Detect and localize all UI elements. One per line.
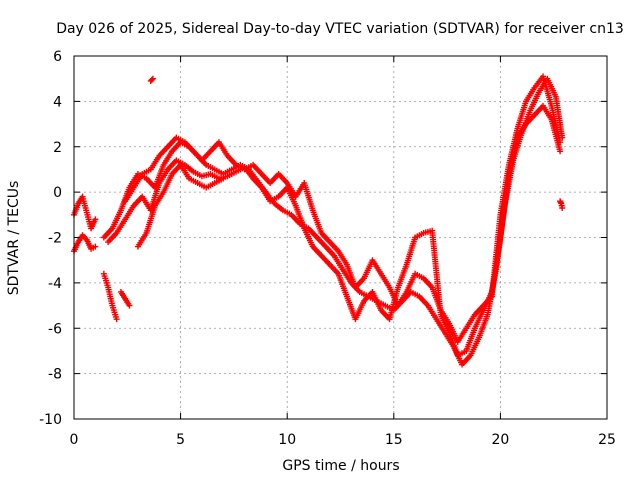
x-tick-label: 0 xyxy=(70,432,79,448)
y-tick-label: 0 xyxy=(53,185,62,201)
y-tick-label: -10 xyxy=(39,412,62,428)
series-track-c xyxy=(100,270,120,323)
y-tick-label: 2 xyxy=(53,140,62,156)
data-point xyxy=(92,216,99,223)
grid xyxy=(74,56,607,419)
data-point xyxy=(113,316,120,323)
y-tick-label: -6 xyxy=(48,321,62,337)
data-layer xyxy=(71,73,566,368)
data-point xyxy=(149,75,156,82)
chart-title: Day 026 of 2025, Sidereal Day-to-day VTE… xyxy=(56,21,624,37)
series-track-d xyxy=(117,288,133,309)
data-point xyxy=(557,148,564,155)
data-point xyxy=(557,139,564,146)
data-marker xyxy=(148,76,155,83)
x-tick-label: 5 xyxy=(176,432,185,448)
y-tick-label: 6 xyxy=(53,49,62,65)
series-track-i xyxy=(134,161,227,250)
y-axis-label: SDTVAR / TECUs xyxy=(6,181,22,296)
x-tick-label: 10 xyxy=(278,432,296,448)
y-tick-label: -2 xyxy=(48,231,62,247)
data-point xyxy=(220,175,227,182)
y-tick-label: 4 xyxy=(53,94,62,110)
y-tick-label: -8 xyxy=(48,367,62,383)
series-track-f xyxy=(100,75,566,368)
series-track-b xyxy=(71,232,99,255)
x-tick-label: 20 xyxy=(491,432,509,448)
series-track-e xyxy=(147,75,156,84)
data-point xyxy=(126,302,133,309)
axis-ticks: 0 5 10 15 20 25 -10 -8 -6 -4 -2 0 2 4 6 xyxy=(39,49,616,448)
series-track-a xyxy=(71,193,99,232)
series-track-j xyxy=(557,198,566,212)
x-tick-label: 15 xyxy=(385,432,403,448)
data-point xyxy=(559,205,566,212)
y-tick-label: -4 xyxy=(48,276,62,292)
series-track-h xyxy=(122,73,564,345)
x-axis-label: GPS time / hours xyxy=(282,458,399,474)
data-point xyxy=(92,243,99,250)
x-tick-label: 25 xyxy=(598,432,616,448)
